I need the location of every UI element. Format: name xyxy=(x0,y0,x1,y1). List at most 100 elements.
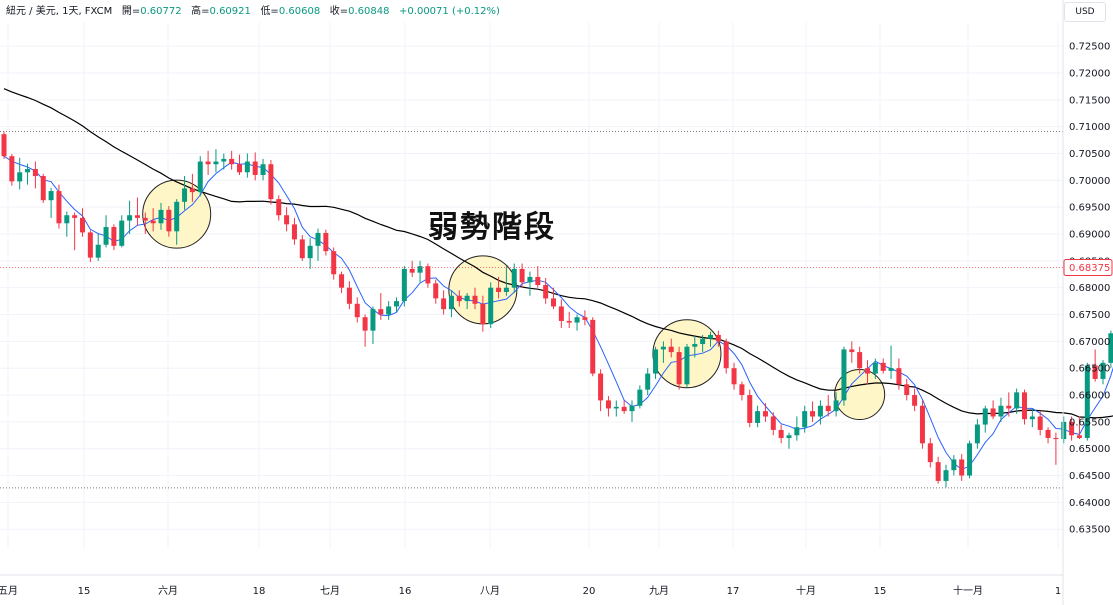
candle xyxy=(1022,389,1027,425)
candle xyxy=(229,150,235,170)
candle-body xyxy=(409,268,415,273)
candle-body xyxy=(448,295,454,310)
candle xyxy=(1037,411,1043,436)
candle xyxy=(676,346,682,390)
time-tick-label: 20 xyxy=(583,586,596,597)
candle xyxy=(56,184,62,229)
candle-body xyxy=(535,276,541,285)
candle xyxy=(354,297,360,323)
candle xyxy=(912,388,918,412)
candle xyxy=(637,385,643,409)
candle xyxy=(1108,330,1113,369)
candle-body xyxy=(252,161,258,175)
candle-body xyxy=(621,406,627,412)
candle-body xyxy=(370,309,376,331)
candle xyxy=(543,278,549,304)
candle-body xyxy=(660,346,666,350)
candle-body xyxy=(951,459,957,471)
candle xyxy=(472,287,478,310)
candle xyxy=(32,161,38,189)
candle-body xyxy=(708,334,713,339)
price-tick-label: 0.65500 xyxy=(1069,417,1110,428)
candle xyxy=(488,282,494,328)
price-tick-label: 0.72000 xyxy=(1069,68,1110,79)
last-price-box xyxy=(1063,259,1113,277)
candle xyxy=(692,335,698,358)
candle-body xyxy=(543,285,549,299)
candle xyxy=(480,295,486,332)
candle-body xyxy=(464,295,470,302)
candle-body xyxy=(205,161,211,165)
candle xyxy=(386,301,392,320)
candle-body xyxy=(56,191,62,224)
candle-body xyxy=(637,389,643,406)
symbol-header: 紐元 / 美元, 1天, FXCM 開=0.60772 高=0.60921 低=… xyxy=(6,2,500,17)
candle-body xyxy=(747,395,753,423)
candle-body xyxy=(40,176,46,201)
candle-body xyxy=(48,191,54,201)
candle xyxy=(394,297,399,312)
candle-body xyxy=(1100,362,1106,379)
annotation-text: 弱勢階段 xyxy=(428,210,556,245)
candle xyxy=(244,153,250,178)
candle-body xyxy=(362,317,368,331)
candle-body xyxy=(72,215,78,218)
candle xyxy=(865,360,870,385)
candle xyxy=(645,368,651,396)
candle-body xyxy=(786,435,792,438)
candle xyxy=(668,338,674,358)
candle xyxy=(888,345,894,379)
candle-body xyxy=(566,320,572,323)
price-tick-label: 0.67000 xyxy=(1069,337,1110,348)
candle-body xyxy=(127,215,133,221)
candle xyxy=(574,314,580,331)
price-tick-label: 0.66500 xyxy=(1069,364,1110,375)
candle xyxy=(857,346,863,374)
candle-body xyxy=(1053,437,1059,440)
candle xyxy=(1,131,7,159)
candle xyxy=(621,400,627,414)
candle xyxy=(331,247,337,280)
candle xyxy=(527,271,533,296)
candle xyxy=(252,152,258,181)
candle xyxy=(1045,427,1051,444)
candle-body xyxy=(511,268,517,288)
candle xyxy=(307,238,313,269)
candle xyxy=(496,276,502,299)
candle xyxy=(197,156,203,197)
candle-body xyxy=(87,232,93,258)
candle xyxy=(967,440,973,479)
candle xyxy=(990,400,996,420)
time-axis[interactable]: 五月 15 六月 18 七月 16 八月 20 九月 17 十月 15 十一月 1 xyxy=(0,574,1063,597)
candle-body xyxy=(401,268,407,302)
price-axis[interactable]: 0.72500 0.72000 0.71500 0.71000 0.70500 0.700… xyxy=(1062,0,1110,605)
candle-body xyxy=(182,188,188,202)
candle xyxy=(142,212,148,235)
candle-body xyxy=(770,416,776,430)
candle-body xyxy=(967,443,973,476)
candle-body xyxy=(1014,392,1020,409)
candle-body xyxy=(9,156,15,182)
candle-body xyxy=(1037,416,1043,430)
candle xyxy=(237,154,242,175)
candle-body xyxy=(17,172,23,182)
symbol-name[interactable]: 紐元 / 美元, 1天, FXCM xyxy=(6,6,113,17)
candle-body xyxy=(331,251,337,275)
candle xyxy=(48,187,54,218)
candle xyxy=(362,314,368,347)
candle-body xyxy=(676,352,682,385)
candle xyxy=(433,279,439,304)
candle xyxy=(182,176,188,210)
price-tick-label: 0.64500 xyxy=(1069,471,1110,482)
price-tick-label: 0.69000 xyxy=(1069,230,1110,241)
currency-button[interactable]: USD xyxy=(1064,2,1106,22)
candle xyxy=(134,197,140,226)
candle xyxy=(841,346,847,406)
candle-body xyxy=(1108,333,1113,363)
candle xyxy=(378,293,384,320)
candle xyxy=(786,432,792,449)
last-price-marker: 0.68375 xyxy=(0,259,1113,277)
candle xyxy=(927,437,933,468)
candle xyxy=(794,416,800,441)
